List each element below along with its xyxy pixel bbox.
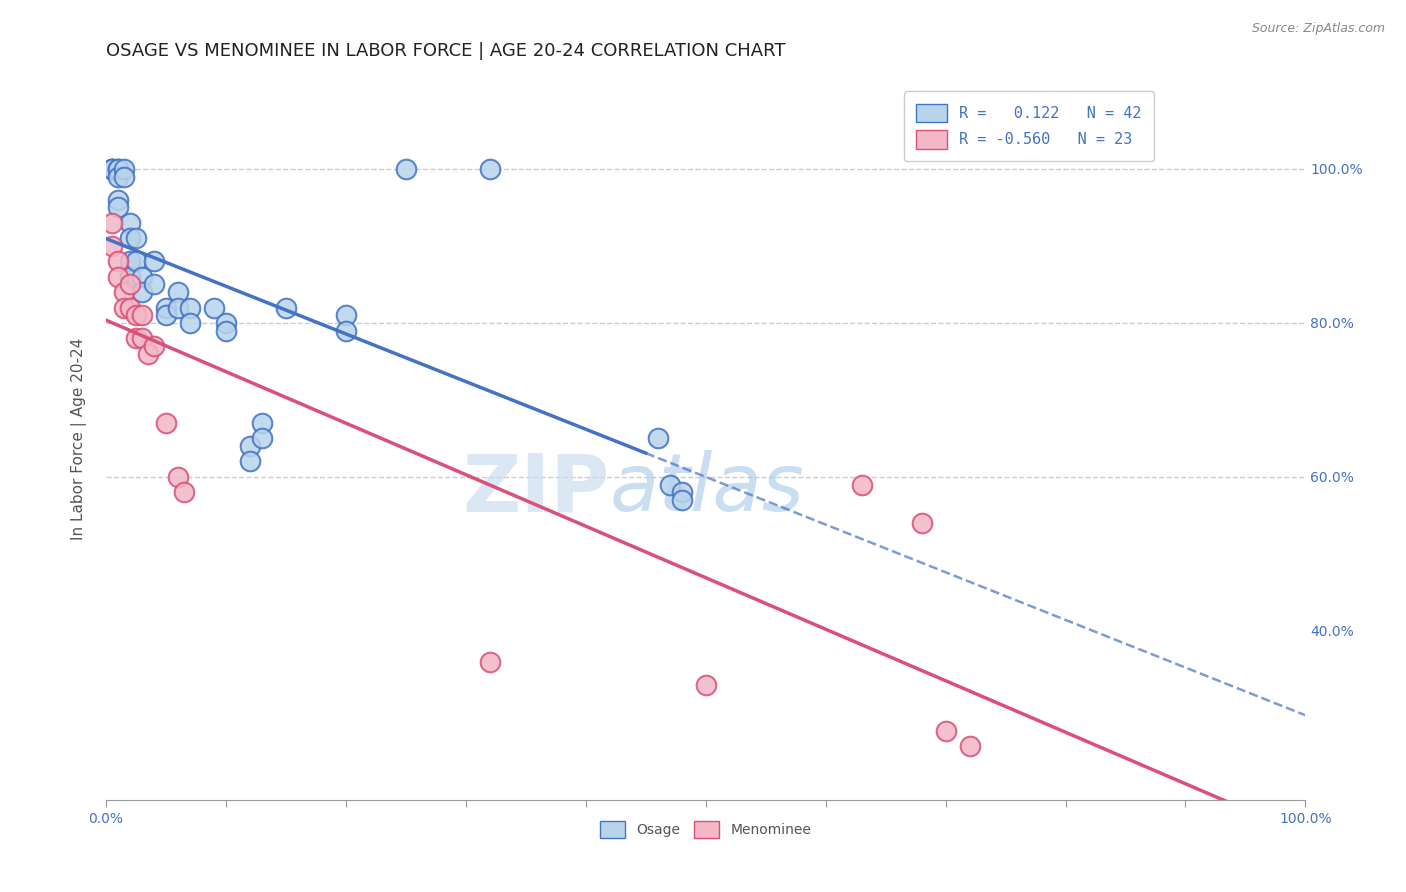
Point xyxy=(136,347,159,361)
Point xyxy=(131,308,153,322)
Point xyxy=(851,477,873,491)
Point xyxy=(671,485,693,500)
Point xyxy=(155,308,177,322)
Point xyxy=(155,416,177,430)
Point xyxy=(671,493,693,508)
Legend: Osage, Menominee: Osage, Menominee xyxy=(595,816,817,844)
Point xyxy=(179,316,201,330)
Point xyxy=(695,678,717,692)
Point xyxy=(131,331,153,345)
Y-axis label: In Labor Force | Age 20-24: In Labor Force | Age 20-24 xyxy=(72,337,87,540)
Point xyxy=(167,301,190,315)
Point xyxy=(202,301,225,315)
Point xyxy=(274,301,297,315)
Point xyxy=(112,169,135,184)
Point xyxy=(658,477,681,491)
Point xyxy=(101,216,124,230)
Point xyxy=(118,216,141,230)
Point xyxy=(125,231,148,245)
Point xyxy=(131,269,153,284)
Point xyxy=(107,161,129,176)
Point xyxy=(250,416,273,430)
Point xyxy=(107,254,129,268)
Point xyxy=(179,301,201,315)
Text: ZIP: ZIP xyxy=(463,450,610,528)
Point xyxy=(101,239,124,253)
Text: atlas: atlas xyxy=(610,450,804,528)
Point xyxy=(131,285,153,300)
Point xyxy=(143,339,166,353)
Point xyxy=(239,454,262,468)
Point xyxy=(239,439,262,453)
Point xyxy=(395,161,418,176)
Point xyxy=(107,169,129,184)
Point xyxy=(101,161,124,176)
Point xyxy=(167,285,190,300)
Point xyxy=(107,201,129,215)
Point xyxy=(935,723,957,738)
Point xyxy=(118,254,141,268)
Point xyxy=(112,161,135,176)
Point xyxy=(118,269,141,284)
Point xyxy=(101,161,124,176)
Text: Source: ZipAtlas.com: Source: ZipAtlas.com xyxy=(1251,22,1385,36)
Point xyxy=(959,739,981,754)
Point xyxy=(155,301,177,315)
Point xyxy=(125,331,148,345)
Point xyxy=(335,324,357,338)
Point xyxy=(215,324,238,338)
Point xyxy=(118,231,141,245)
Point xyxy=(112,301,135,315)
Point xyxy=(173,485,195,500)
Point xyxy=(215,316,238,330)
Point xyxy=(125,308,148,322)
Point xyxy=(118,277,141,292)
Point xyxy=(143,254,166,268)
Point xyxy=(101,161,124,176)
Point xyxy=(118,301,141,315)
Point xyxy=(167,470,190,484)
Point xyxy=(107,161,129,176)
Point xyxy=(143,277,166,292)
Point xyxy=(335,308,357,322)
Point xyxy=(107,269,129,284)
Point xyxy=(478,655,501,669)
Point xyxy=(910,516,932,530)
Point xyxy=(107,193,129,207)
Point xyxy=(647,431,669,445)
Point xyxy=(125,254,148,268)
Point xyxy=(478,161,501,176)
Text: OSAGE VS MENOMINEE IN LABOR FORCE | AGE 20-24 CORRELATION CHART: OSAGE VS MENOMINEE IN LABOR FORCE | AGE … xyxy=(105,42,786,60)
Point xyxy=(112,285,135,300)
Point xyxy=(250,431,273,445)
